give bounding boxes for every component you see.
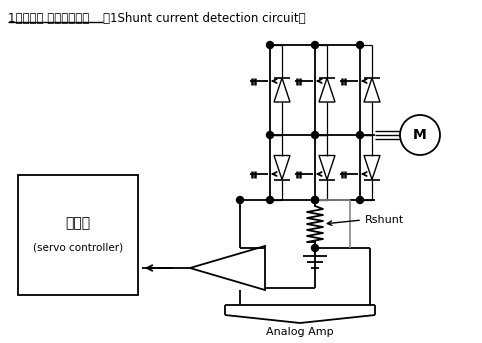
Text: Rshunt: Rshunt [365,215,404,225]
Text: 1シャント 電流検出回路: 1シャント 電流検出回路 [8,12,89,25]
Circle shape [267,197,273,203]
Circle shape [357,131,363,139]
Circle shape [311,131,319,139]
Text: 制御器: 制御器 [66,216,91,230]
Text: Analog Amp: Analog Amp [266,327,334,337]
Bar [18,175,138,295]
Circle shape [311,197,319,203]
Circle shape [237,197,243,203]
Circle shape [357,197,363,203]
Circle shape [267,42,273,48]
Circle shape [311,245,319,251]
Text: (servo controller): (servo controller) [33,242,123,252]
Circle shape [311,197,319,203]
Circle shape [357,42,363,48]
Circle shape [311,42,319,48]
Circle shape [267,131,273,139]
Text: M: M [413,128,427,142]
Text: （1Shunt current detection circuit）: （1Shunt current detection circuit） [103,12,306,25]
